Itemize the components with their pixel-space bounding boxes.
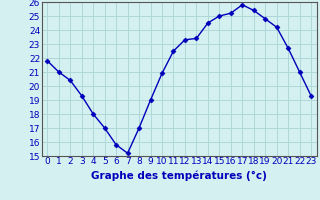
X-axis label: Graphe des températures (°c): Graphe des températures (°c) [91, 171, 267, 181]
